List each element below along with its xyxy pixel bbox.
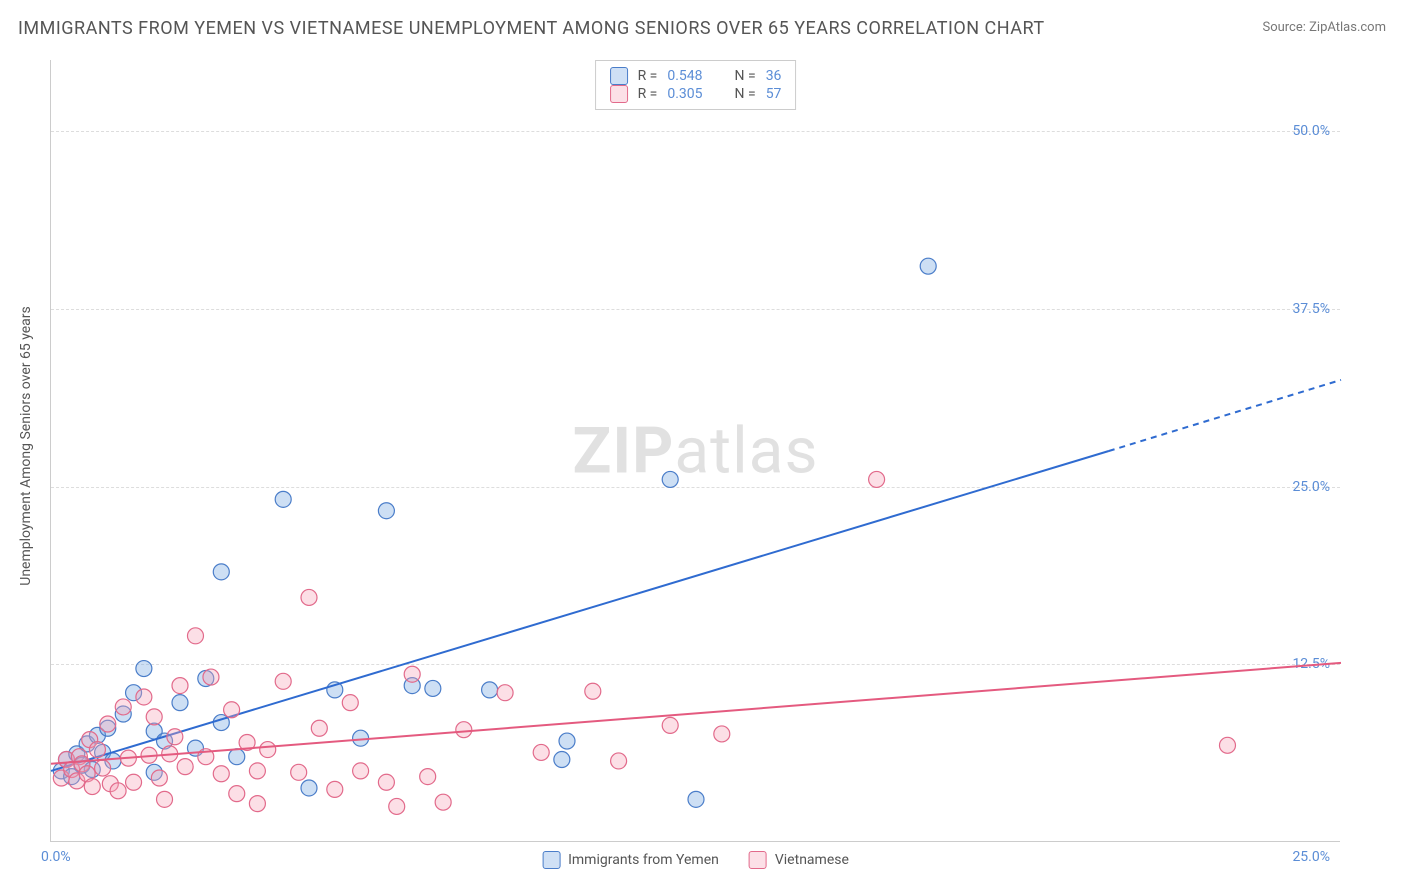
scatter-point-yemen — [425, 680, 441, 696]
scatter-point-vietnamese — [301, 589, 317, 605]
scatter-point-vietnamese — [404, 666, 420, 682]
scatter-point-yemen — [554, 752, 570, 768]
scatter-point-vietnamese — [869, 471, 885, 487]
scatter-point-vietnamese — [126, 774, 142, 790]
trend-line-dash-yemen — [1109, 380, 1341, 451]
legend-item-vietnamese: Vietnamese — [749, 851, 849, 869]
scatter-point-yemen — [559, 733, 575, 749]
scatter-point-vietnamese — [229, 786, 245, 802]
scatter-point-vietnamese — [611, 753, 627, 769]
plot-area: ZIPatlas 12.5%25.0%37.5%50.0% 0.0% 25.0%… — [50, 60, 1340, 842]
r-label: R = — [638, 86, 658, 102]
correlation-row-yemen: R = 0.548 N = 36 — [610, 67, 782, 85]
scatter-point-vietnamese — [84, 779, 100, 795]
n-value: 57 — [766, 86, 782, 102]
scatter-point-vietnamese — [389, 798, 405, 814]
scatter-point-yemen — [662, 471, 678, 487]
scatter-point-vietnamese — [714, 726, 730, 742]
source-label: Source: ZipAtlas.com — [1262, 20, 1386, 35]
scatter-point-yemen — [136, 661, 152, 677]
scatter-point-yemen — [172, 695, 188, 711]
correlation-legend: R = 0.548 N = 36 R = 0.305 N = 57 — [595, 60, 797, 110]
scatter-point-vietnamese — [249, 763, 265, 779]
scatter-point-vietnamese — [157, 791, 173, 807]
n-value: 36 — [766, 68, 782, 84]
scatter-point-vietnamese — [291, 764, 307, 780]
x-tick-min: 0.0% — [41, 849, 71, 865]
legend-swatch — [610, 85, 628, 103]
r-value: 0.548 — [667, 68, 702, 84]
correlation-row-vietnamese: R = 0.305 N = 57 — [610, 85, 782, 103]
scatter-point-vietnamese — [275, 673, 291, 689]
scatter-point-yemen — [378, 503, 394, 519]
legend-swatch — [542, 851, 560, 869]
scatter-point-yemen — [301, 780, 317, 796]
scatter-point-vietnamese — [89, 742, 105, 758]
scatter-point-vietnamese — [172, 678, 188, 694]
scatter-point-vietnamese — [100, 716, 116, 732]
n-label: N = — [735, 86, 756, 102]
series-legend: Immigrants from Yemen Vietnamese — [542, 851, 849, 869]
scatter-point-vietnamese — [110, 783, 126, 799]
scatter-svg — [51, 60, 1340, 841]
scatter-point-vietnamese — [311, 720, 327, 736]
scatter-point-vietnamese — [95, 760, 111, 776]
scatter-point-vietnamese — [213, 766, 229, 782]
scatter-point-vietnamese — [151, 770, 167, 786]
x-tick-max: 25.0% — [1292, 849, 1330, 865]
scatter-point-vietnamese — [115, 699, 131, 715]
scatter-point-vietnamese — [456, 722, 472, 738]
scatter-point-vietnamese — [167, 729, 183, 745]
scatter-point-vietnamese — [177, 759, 193, 775]
legend-label: Vietnamese — [775, 852, 849, 868]
scatter-point-vietnamese — [353, 763, 369, 779]
scatter-point-vietnamese — [327, 781, 343, 797]
r-label: R = — [638, 68, 658, 84]
scatter-point-vietnamese — [249, 796, 265, 812]
r-value: 0.305 — [667, 86, 702, 102]
scatter-point-vietnamese — [1219, 737, 1235, 753]
scatter-point-yemen — [275, 491, 291, 507]
scatter-point-vietnamese — [533, 744, 549, 760]
scatter-point-vietnamese — [224, 702, 240, 718]
scatter-point-yemen — [688, 791, 704, 807]
scatter-point-yemen — [920, 258, 936, 274]
n-label: N = — [735, 68, 756, 84]
chart-title: IMMIGRANTS FROM YEMEN VS VIETNAMESE UNEM… — [18, 18, 1045, 39]
scatter-point-yemen — [482, 682, 498, 698]
scatter-point-vietnamese — [585, 683, 601, 699]
legend-item-yemen: Immigrants from Yemen — [542, 851, 719, 869]
scatter-point-vietnamese — [342, 695, 358, 711]
scatter-point-vietnamese — [187, 628, 203, 644]
scatter-point-vietnamese — [146, 709, 162, 725]
scatter-point-vietnamese — [435, 794, 451, 810]
scatter-point-yemen — [229, 749, 245, 765]
scatter-point-vietnamese — [662, 717, 678, 733]
legend-swatch — [749, 851, 767, 869]
scatter-point-vietnamese — [260, 742, 276, 758]
scatter-point-vietnamese — [497, 685, 513, 701]
y-axis-label: Unemployment Among Seniors over 65 years — [18, 306, 34, 586]
scatter-point-vietnamese — [203, 669, 219, 685]
scatter-point-vietnamese — [420, 769, 436, 785]
scatter-point-yemen — [213, 564, 229, 580]
legend-label: Immigrants from Yemen — [568, 852, 719, 868]
scatter-point-vietnamese — [136, 689, 152, 705]
scatter-point-vietnamese — [378, 774, 394, 790]
legend-swatch — [610, 67, 628, 85]
